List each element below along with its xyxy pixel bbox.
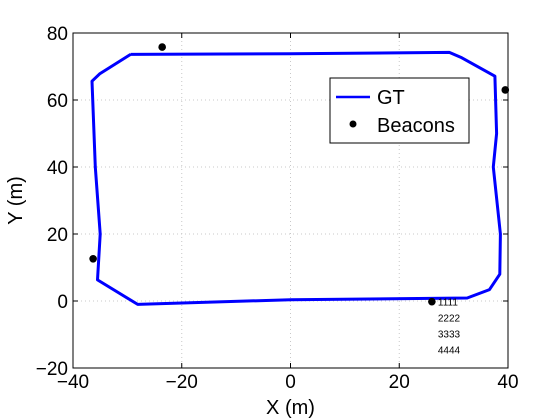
gt-vertex (91, 80, 93, 83)
gt-vertex (94, 166, 97, 168)
y-tick-label: 80 (47, 24, 68, 45)
gt-vertex (499, 233, 502, 235)
beacon-point (158, 43, 166, 51)
x-tick-label: −20 (166, 372, 198, 393)
x-tick-label: −40 (57, 372, 89, 393)
gt-vertex (98, 73, 101, 75)
legend-label-beacons: Beacons (377, 115, 455, 137)
y-tick-label: 0 (57, 292, 68, 313)
y-tick-label: 60 (47, 91, 68, 112)
beacon-annotation: 2222 (438, 314, 461, 325)
gt-vertex (466, 297, 469, 299)
y-tick-label: −20 (36, 359, 68, 380)
x-axis-label: X (m) (266, 397, 315, 419)
x-tick-label: 0 (285, 372, 296, 393)
beacon-point (501, 86, 510, 94)
gt-vertex (499, 273, 501, 276)
grid-lines (73, 33, 508, 368)
gt-vertex (488, 288, 491, 291)
beacon-point (428, 297, 436, 306)
gt-vertex (289, 52, 292, 55)
legend-box (329, 77, 470, 144)
x-tick-label: 20 (389, 372, 410, 393)
y-tick-label: 20 (47, 225, 68, 246)
x-tick-label: 40 (497, 372, 518, 393)
y-axis-label: Y (m) (5, 176, 27, 225)
beacon-point (89, 254, 97, 263)
gt-vertex (448, 51, 451, 54)
gt-vertex (494, 75, 496, 78)
gt-vertex (96, 279, 99, 281)
beacon-annotation: 3333 (438, 330, 461, 341)
gt-vertex (495, 132, 498, 135)
gt-vertex (99, 233, 101, 235)
gt-vertex (492, 166, 495, 168)
legend-swatch-beacons (349, 120, 357, 128)
y-tick-label: 40 (47, 158, 68, 179)
beacon-annotation: 4444 (438, 346, 461, 357)
beacon-annotation: 1111 (438, 298, 458, 309)
gt-vertex (289, 298, 292, 301)
series-layer (89, 43, 510, 306)
point-annotations: 1111 2222 3333 4444 (438, 298, 461, 357)
legend: GT Beacons (329, 77, 470, 144)
gt-vertex (136, 303, 139, 306)
gt-vertex (129, 53, 132, 56)
legend-label-gt: GT (377, 87, 405, 109)
gt-vertex (460, 56, 463, 59)
